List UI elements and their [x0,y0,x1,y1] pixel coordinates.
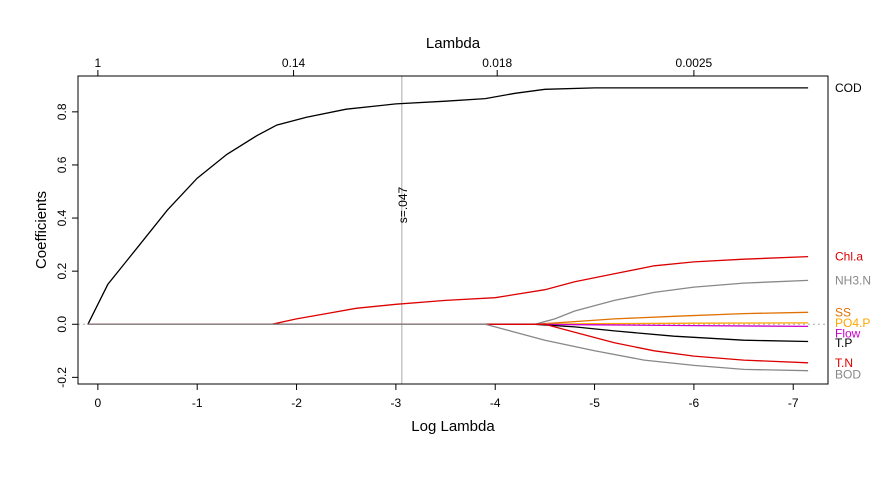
top-tick-label: 1 [95,56,102,70]
top-axis-label: Lambda [426,35,481,52]
series-end-label: Chl.a [835,250,863,264]
x-tick-label: -5 [589,396,600,410]
series-end-label: PO4.P [835,316,870,330]
series-line-nh3-n [87,279,809,325]
series-line-cod [87,87,809,325]
y-tick-label: 0.0 [55,316,69,333]
reference-lines: s=.047 [78,76,828,384]
lambda-reference-label: s=.047 [396,186,410,223]
series-end-label: Flow [835,327,861,341]
top-tick-label: 0.018 [482,56,512,70]
coefficient-paths [87,87,809,372]
series-line-chl-a [87,255,809,325]
series-end-label: T.P [835,336,852,350]
x-tick-label: -3 [391,396,402,410]
top-tick-label: 0.0025 [676,56,713,70]
series-line-t-n [87,323,809,364]
x-tick-label: 0 [95,396,102,410]
x-tick-label: -7 [788,396,799,410]
series-line-ss [87,311,809,325]
series-end-label: BOD [835,368,861,382]
series-end-label: SS [835,305,851,319]
x-tick-label: -4 [490,396,501,410]
top-tick-label: 0.14 [282,56,306,70]
x-tick-label: -6 [689,396,700,410]
x-tick-label: -1 [192,396,203,410]
axes: 0 -1 -2 -3 -4 -5 -6 -7 1 0.14 0.018 0.0025 -0.2 0.0 0.… [55,56,799,410]
y-tick-label: 0.2 [55,262,69,279]
series-line-bod [87,323,809,372]
x-axis-label: Log Lambda [411,418,495,435]
series-end-label: COD [835,81,862,95]
y-tick-label: 0.4 [55,209,69,226]
series-line-t-p [87,323,809,343]
y-axis-label: Coefficients [33,191,50,269]
y-tick-label: 0.8 [55,103,69,120]
plot-frame [77,75,829,385]
y-tick-label: -0.2 [55,367,69,388]
y-tick-label: 0.6 [55,156,69,173]
series-end-label: T.N [835,356,853,370]
series-end-label: NH3.N [835,273,871,287]
x-tick-label: -2 [291,396,302,410]
